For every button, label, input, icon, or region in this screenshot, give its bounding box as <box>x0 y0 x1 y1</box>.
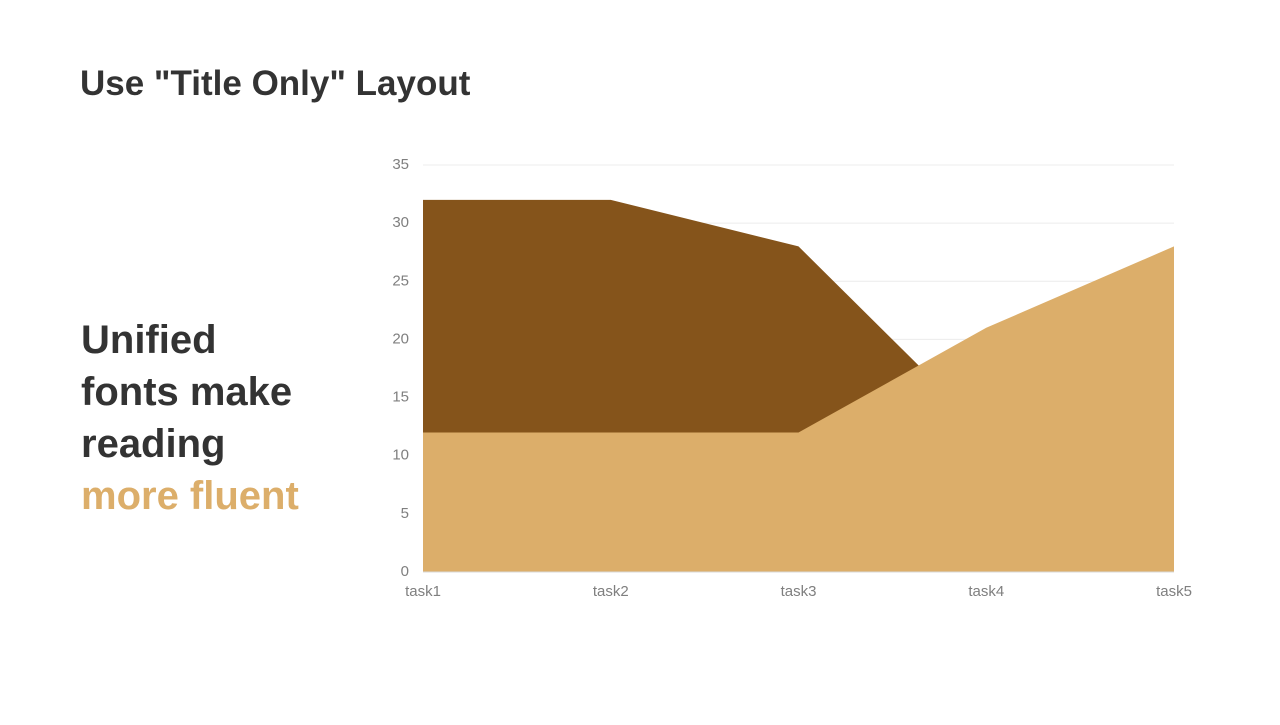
body-line: reading <box>81 422 225 466</box>
y-tick-label: 30 <box>392 214 409 231</box>
y-tick-label: 15 <box>392 389 409 406</box>
y-tick-label: 10 <box>392 447 409 464</box>
x-tick-label: task4 <box>968 583 1004 600</box>
x-tick-label: task1 <box>405 583 441 600</box>
y-tick-label: 25 <box>392 272 409 289</box>
x-tick-label: task3 <box>781 583 817 600</box>
x-tick-label: task2 <box>593 583 629 600</box>
chart: 0 5 10 15 20 25 30 35 task1 task2 task3 task4 task5 <box>392 156 1192 600</box>
y-tick-label: 0 <box>401 563 409 580</box>
area <box>423 246 1174 572</box>
x-tick-label: task5 <box>1156 583 1192 600</box>
slide-title: Use "Title Only" Layout <box>80 64 471 103</box>
body-line: fonts make <box>81 370 292 414</box>
body-line: Unified <box>81 318 217 362</box>
y-tick-label: 35 <box>392 156 409 173</box>
y-tick-label: 20 <box>392 330 409 347</box>
y-tick-label: 5 <box>401 505 409 522</box>
highlight-text: more fluent <box>81 474 299 518</box>
